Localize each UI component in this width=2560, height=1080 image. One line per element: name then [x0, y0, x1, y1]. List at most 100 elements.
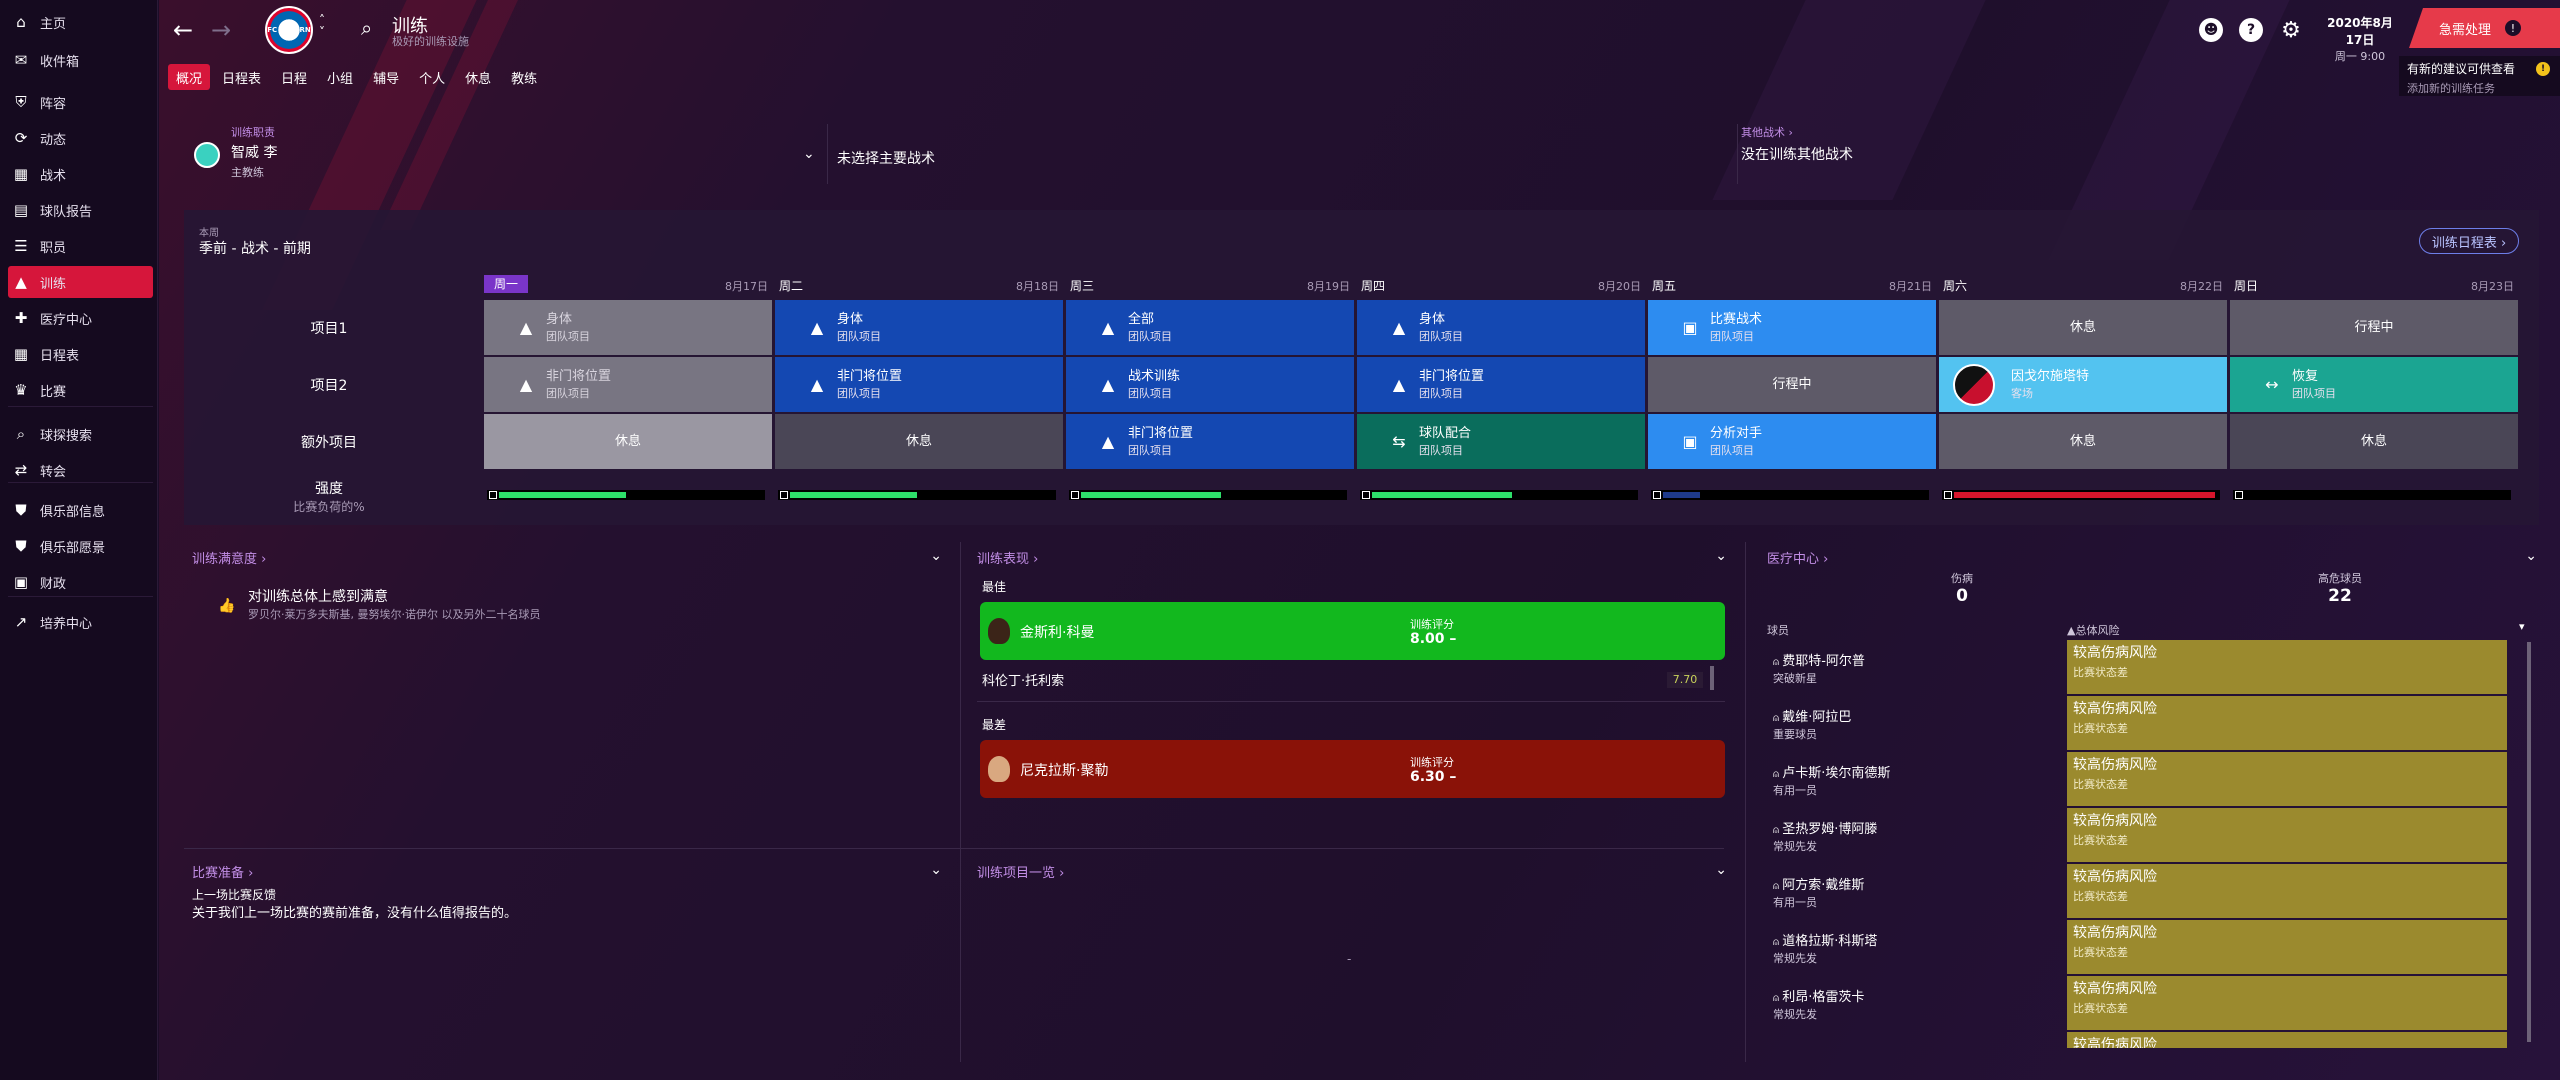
training-session-cell[interactable]: ▣ 比赛战术 团队项目: [1648, 300, 1936, 355]
training-session-cell[interactable]: ▣ 分析对手 团队项目: [1648, 414, 1936, 469]
help-icon[interactable]: ?: [2239, 18, 2263, 42]
training-session-cell[interactable]: ▲ 身体 团队项目: [484, 300, 772, 355]
sidebar-item[interactable]: ☰ 职员: [8, 230, 153, 262]
training-session-cell[interactable]: 行程中: [2230, 300, 2518, 355]
day-name: 周一: [484, 275, 529, 293]
back-arrow-icon[interactable]: ←: [173, 16, 194, 44]
training-session-cell[interactable]: 休息: [2230, 414, 2518, 469]
transfers-icon: ⇄: [14, 461, 28, 479]
sidebar-item[interactable]: ▤ 球队报告: [8, 194, 153, 226]
medical-row[interactable]: 较高伤病风险: [1767, 1032, 2537, 1048]
medical-row[interactable]: ⍝ 圣热罗姆·博阿滕 常规先发 较高伤病风险 比赛状态差: [1767, 808, 2537, 864]
training-session-cell[interactable]: 休息: [1939, 414, 2227, 469]
sidebar-item[interactable]: ✚ 医疗中心: [8, 302, 153, 334]
sidebar-item[interactable]: ⌕ 球探搜索: [8, 418, 153, 450]
sidebar-item[interactable]: ⛊ 俱乐部信息: [8, 494, 153, 526]
worst-player-card[interactable]: 尼克拉斯·聚勒 训练评分 6.30 –: [980, 740, 1725, 798]
sidebar-item[interactable]: ⌂ 主页: [8, 6, 153, 38]
panel-collapse-chevron-icon[interactable]: ⌄: [1715, 862, 1727, 878]
medical-title[interactable]: 医疗中心 ›: [1767, 552, 1829, 567]
training-session-cell[interactable]: 休息: [775, 414, 1063, 469]
skull-icon[interactable]: ☻: [2199, 18, 2223, 42]
advice-notification[interactable]: 有新的建议可供查看 添加新的训练任务 !: [2399, 56, 2560, 96]
urgent-action-button[interactable]: 急需处理 !: [2409, 8, 2560, 48]
sidebar-item[interactable]: ↗ 培养中心: [8, 606, 153, 638]
intensity-checkbox[interactable]: [489, 491, 497, 499]
other-tactics[interactable]: 其他战术 › 没在训练其他战术: [1741, 124, 1853, 186]
second-player-name[interactable]: 科伦丁·托利索: [982, 674, 1065, 689]
sidebar-item[interactable]: ♛ 比赛: [8, 374, 153, 406]
tab[interactable]: 概况: [168, 64, 211, 90]
training-session-cell[interactable]: 行程中: [1648, 357, 1936, 412]
medical-row[interactable]: ⍝ 卢卡斯·埃尔南德斯 有用一员 较高伤病风险 比赛状态差: [1767, 752, 2537, 808]
training-session-cell[interactable]: 休息: [1939, 300, 2227, 355]
medical-row[interactable]: ⍝ 阿方索·戴维斯 有用一员 较高伤病风险 比赛状态差: [1767, 864, 2537, 920]
panel-collapse-chevron-icon[interactable]: ⌄: [1715, 548, 1727, 564]
intensity-checkbox[interactable]: [1071, 491, 1079, 499]
tab[interactable]: 日程: [281, 71, 308, 87]
performance-title[interactable]: 训练表现 ›: [977, 552, 1039, 567]
session-title: 非门将位置: [546, 369, 612, 384]
panel-collapse-chevron-icon[interactable]: ⌄: [930, 862, 942, 878]
tab[interactable]: 教练: [511, 71, 538, 87]
club-switch-chevron-icon[interactable]: ˄ ˅: [319, 13, 325, 39]
training-session-cell[interactable]: ▲ 非门将位置 团队项目: [775, 357, 1063, 412]
intensity-checkbox[interactable]: [780, 491, 788, 499]
training-calendar-button[interactable]: 训练日程表 ›: [2419, 228, 2519, 254]
current-date[interactable]: 2020年8月17日 周一 9:00: [2319, 14, 2401, 64]
tab[interactable]: 个人: [419, 71, 446, 87]
training-session-cell[interactable]: ▲ 身体 团队项目: [1357, 300, 1645, 355]
match-prep-subtitle: 上一场比赛反馈: [192, 888, 277, 902]
coach-dropdown-chevron-icon[interactable]: ⌄: [803, 146, 815, 162]
match-prep-title[interactable]: 比赛准备 ›: [192, 866, 254, 881]
tab[interactable]: 休息: [465, 71, 492, 87]
intensity-checkbox[interactable]: [2235, 491, 2243, 499]
column-overall-risk[interactable]: ▲总体风险: [2067, 624, 2120, 637]
medical-row[interactable]: ⍝ 费耶特-阿尔普 突破新星 较高伤病风险 比赛状态差: [1767, 640, 2537, 696]
search-icon[interactable]: ⌕: [361, 16, 373, 40]
training-session-cell[interactable]: ▲ 战术训练 团队项目: [1066, 357, 1354, 412]
settings-gear-icon[interactable]: ⚙: [2281, 17, 2301, 43]
training-session-cell[interactable]: 休息: [484, 414, 772, 469]
satisfaction-title[interactable]: 训练满意度 ›: [192, 552, 267, 567]
sidebar-item[interactable]: ▲ 训练: [8, 266, 153, 298]
sidebar-item[interactable]: ⛊ 俱乐部愿景: [8, 530, 153, 562]
scrollbar[interactable]: [1710, 666, 1714, 690]
panel-collapse-chevron-icon[interactable]: ⌄: [2525, 548, 2537, 564]
session-subtitle: 团队项目: [1419, 444, 1463, 457]
tab[interactable]: 辅导: [373, 71, 400, 87]
medical-row[interactable]: ⍝ 利昂·格雷茨卡 常规先发 较高伤病风险 比赛状态差: [1767, 976, 2537, 1032]
panel-collapse-chevron-icon[interactable]: ⌄: [930, 548, 942, 564]
intensity-checkbox[interactable]: [1653, 491, 1661, 499]
tab[interactable]: 日程表: [222, 71, 262, 87]
best-player-card[interactable]: 金斯利·科曼 训练评分 8.00 –: [980, 602, 1725, 660]
training-session-cell[interactable]: ↔ 恢复 团队项目: [2230, 357, 2518, 412]
coach-info[interactable]: 训练职责 智威 李 主教练: [231, 124, 277, 186]
training-session-cell[interactable]: 因戈尔施塔特 客场: [1939, 357, 2227, 412]
sidebar-item[interactable]: ▦ 战术: [8, 158, 153, 190]
sidebar-item[interactable]: ⛨ 阵容: [8, 86, 153, 118]
tab[interactable]: 小组: [327, 71, 354, 87]
sidebar-item[interactable]: ▦ 日程表: [8, 338, 153, 370]
sessions-title[interactable]: 训练项目一览 ›: [977, 866, 1065, 881]
medical-row[interactable]: ⍝ 道格拉斯·科斯塔 常规先发 较高伤病风险 比赛状态差: [1767, 920, 2537, 976]
column-player[interactable]: 球员: [1767, 624, 1789, 637]
training-session-cell[interactable]: ▲ 非门将位置 团队项目: [1357, 357, 1645, 412]
sidebar-item[interactable]: ⇄ 转会: [8, 454, 153, 486]
sidebar-item[interactable]: ⟳ 动态: [8, 122, 153, 154]
sidebar-item[interactable]: ▣ 财政: [8, 566, 153, 598]
training-session-cell[interactable]: ▲ 非门将位置 团队项目: [1066, 414, 1354, 469]
column-menu-icon[interactable]: ▾: [2519, 620, 2525, 633]
training-session-cell[interactable]: ⇆ 球队配合 团队项目: [1357, 414, 1645, 469]
scrollbar[interactable]: [2527, 642, 2531, 1042]
sidebar-item[interactable]: ✉ 收件箱: [8, 44, 153, 76]
main-tactic[interactable]: 未选择主要战术: [837, 148, 935, 210]
training-session-cell[interactable]: ▲ 非门将位置 团队项目: [484, 357, 772, 412]
training-session-cell[interactable]: ▲ 全部 团队项目: [1066, 300, 1354, 355]
intensity-checkbox[interactable]: [1944, 491, 1952, 499]
training-session-cell[interactable]: ▲ 身体 团队项目: [775, 300, 1063, 355]
forward-arrow-icon[interactable]: →: [211, 16, 232, 44]
club-crest[interactable]: FC BAYERN: [265, 6, 313, 54]
intensity-checkbox[interactable]: [1362, 491, 1370, 499]
medical-row[interactable]: ⍝ 戴维·阿拉巴 重要球员 较高伤病风险 比赛状态差: [1767, 696, 2537, 752]
